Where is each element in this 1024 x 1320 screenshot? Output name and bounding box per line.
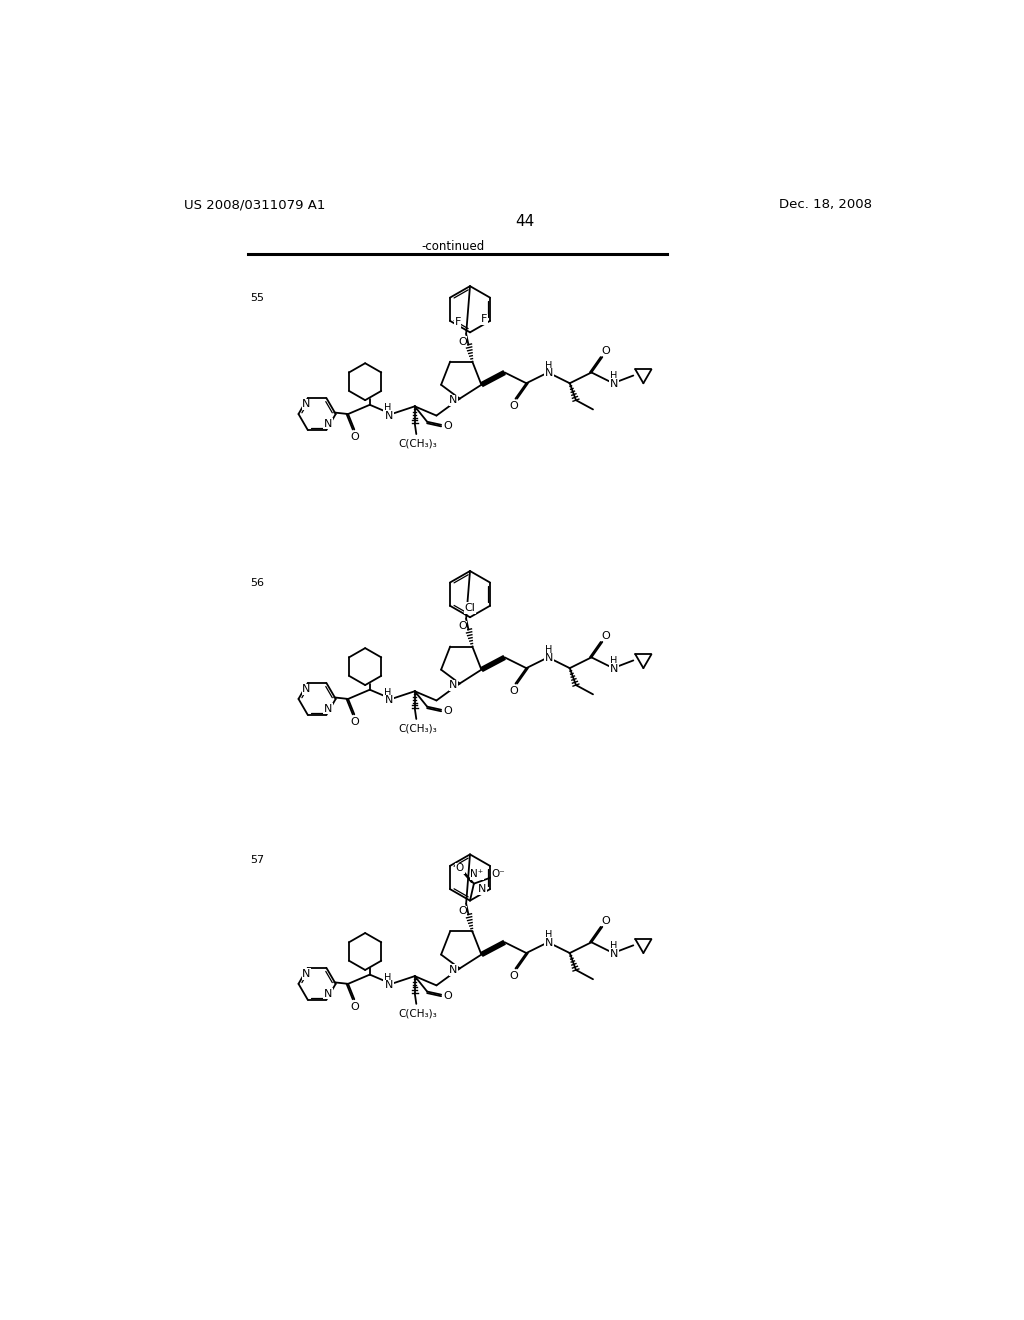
Text: N: N <box>450 965 458 975</box>
Text: H: H <box>384 403 391 413</box>
Text: N: N <box>302 969 310 979</box>
Text: O: O <box>443 991 452 1001</box>
Text: C(CH₃)₃: C(CH₃)₃ <box>398 1008 437 1018</box>
Text: O: O <box>601 631 609 640</box>
Text: H: H <box>610 371 617 381</box>
Text: N: N <box>324 704 332 714</box>
Text: H: H <box>545 931 553 940</box>
Text: O: O <box>458 907 467 916</box>
Text: O: O <box>510 972 518 981</box>
Text: N: N <box>450 680 458 690</box>
Text: H: H <box>545 360 553 371</box>
Text: O: O <box>456 863 464 874</box>
Text: C(CH₃)₃: C(CH₃)₃ <box>398 723 437 733</box>
Text: N: N <box>478 884 486 894</box>
Text: Dec. 18, 2008: Dec. 18, 2008 <box>779 198 872 211</box>
Text: N: N <box>545 653 553 663</box>
Text: 44: 44 <box>515 214 535 228</box>
Text: N: N <box>385 696 393 705</box>
Text: -continued: -continued <box>422 240 485 253</box>
Text: N: N <box>385 981 393 990</box>
Text: O: O <box>443 706 452 717</box>
Text: H: H <box>545 645 553 656</box>
Text: O: O <box>350 717 358 727</box>
Text: Cl: Cl <box>465 603 475 612</box>
Text: 57: 57 <box>251 855 264 865</box>
Text: O: O <box>601 346 609 356</box>
Text: H: H <box>384 973 391 982</box>
Text: N⁺: N⁺ <box>470 870 483 879</box>
Text: H: H <box>384 688 391 698</box>
Text: N: N <box>609 379 618 389</box>
Text: O: O <box>458 337 467 347</box>
Text: 56: 56 <box>251 578 264 587</box>
Text: O: O <box>458 622 467 631</box>
Text: O⁻: O⁻ <box>492 870 506 879</box>
Text: N: N <box>450 395 458 405</box>
Text: N: N <box>324 989 332 999</box>
Text: F: F <box>455 317 461 327</box>
Text: N: N <box>302 684 310 694</box>
Text: US 2008/0311079 A1: US 2008/0311079 A1 <box>183 198 326 211</box>
Text: O: O <box>443 421 452 432</box>
Text: N: N <box>302 399 310 409</box>
Text: O: O <box>350 432 358 442</box>
Text: C(CH₃)₃: C(CH₃)₃ <box>398 438 437 449</box>
Text: N: N <box>609 949 618 958</box>
Text: O: O <box>510 401 518 412</box>
Text: O: O <box>601 916 609 925</box>
Text: O: O <box>350 1002 358 1012</box>
Text: N: N <box>385 411 393 421</box>
Text: N: N <box>545 939 553 948</box>
Text: F: F <box>480 314 487 325</box>
Text: N: N <box>545 368 553 379</box>
Text: O: O <box>510 686 518 696</box>
Text: N: N <box>609 664 618 675</box>
Text: 55: 55 <box>251 293 264 304</box>
Text: N: N <box>324 418 332 429</box>
Text: H: H <box>610 941 617 952</box>
Text: H: H <box>610 656 617 667</box>
